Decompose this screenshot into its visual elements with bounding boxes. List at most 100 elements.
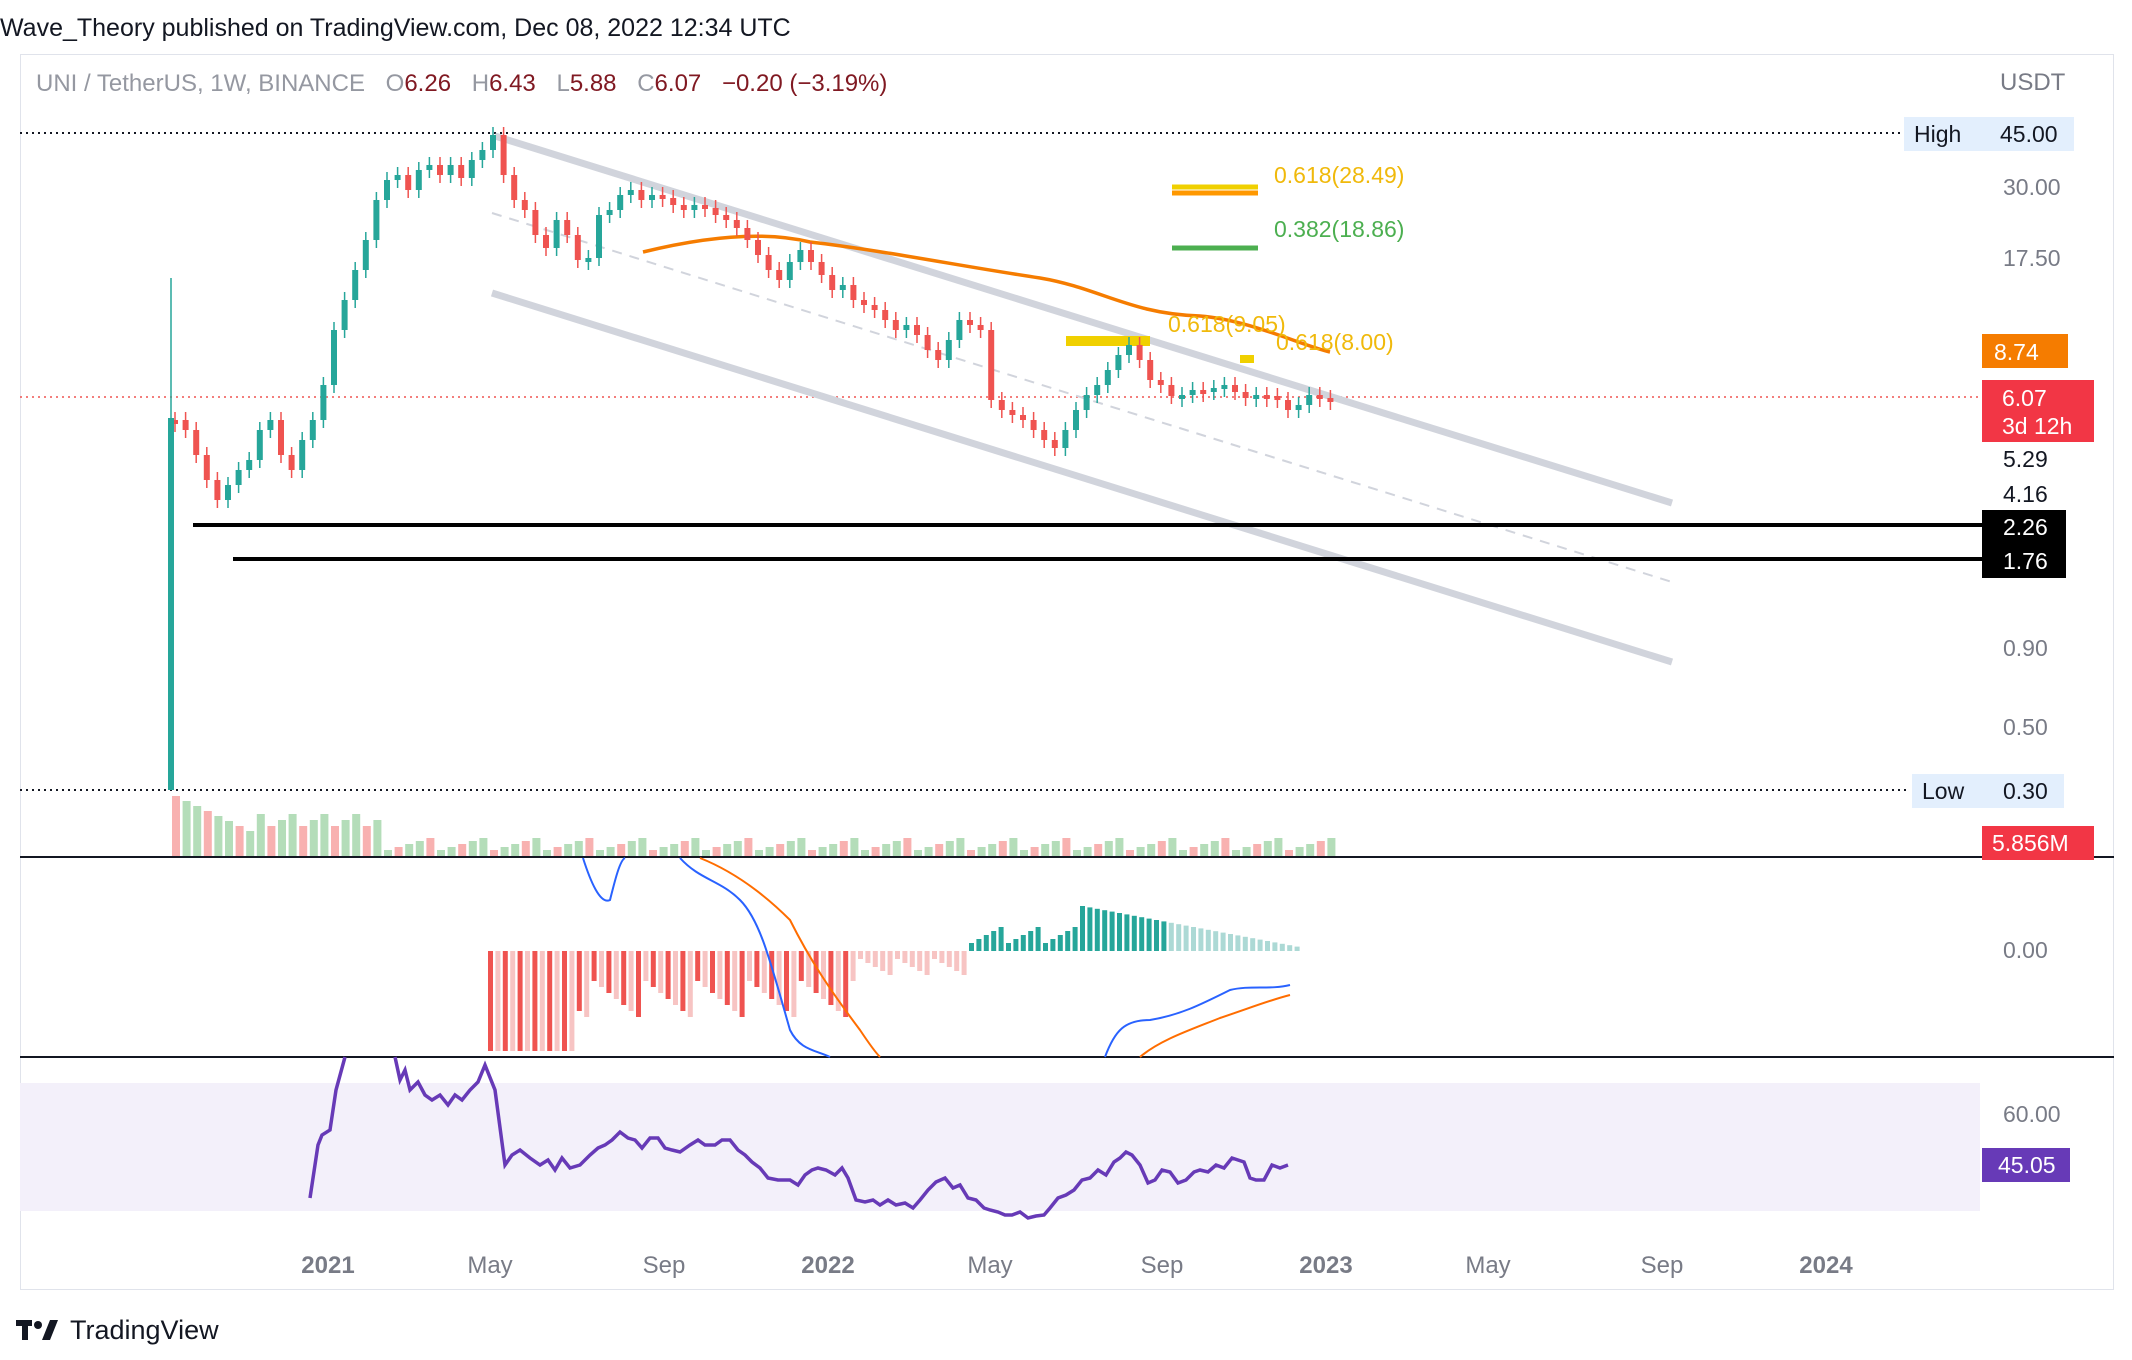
macd-bar xyxy=(754,951,760,987)
volume-bar xyxy=(479,838,488,856)
macd-bar xyxy=(628,951,634,1011)
footer-brand[interactable]: TradingView xyxy=(70,1314,219,1345)
macd-bar xyxy=(1279,943,1285,951)
candle-body xyxy=(490,135,496,150)
volume-value: 5.856M xyxy=(1992,830,2069,856)
channel-upper[interactable] xyxy=(493,132,1674,507)
macd-bar xyxy=(828,951,834,1005)
macd-bar xyxy=(1102,910,1108,951)
volume-bar xyxy=(776,844,785,856)
candle-body xyxy=(680,205,687,210)
tradingview-logo-icon[interactable] xyxy=(16,1316,60,1344)
macd-bar xyxy=(895,951,900,959)
candle-body xyxy=(1030,420,1037,430)
time-tick: 2022 xyxy=(801,1252,854,1279)
candle-body xyxy=(564,220,571,235)
time-tick: 2021 xyxy=(301,1252,354,1279)
candle-body xyxy=(712,208,719,215)
candle-body xyxy=(1094,385,1101,395)
volume-bar xyxy=(394,847,403,856)
volume-bar xyxy=(967,850,975,856)
volume-bar xyxy=(543,850,551,856)
volume-bar xyxy=(1147,844,1156,856)
macd-bar xyxy=(650,951,656,987)
high-key: H xyxy=(471,70,490,97)
low-value: 0.30 xyxy=(2003,778,2048,804)
volume-bar xyxy=(988,844,997,856)
volume-bar xyxy=(256,814,265,856)
high-value-bg xyxy=(1992,117,2074,151)
candle-body xyxy=(871,305,878,310)
fib-mid-marker xyxy=(1066,336,1150,346)
symbol-name[interactable]: UNI / TetherUS, 1W, BINANCE xyxy=(36,70,365,97)
macd-line xyxy=(582,857,1291,1058)
volume-bar xyxy=(214,816,223,856)
volume-bar xyxy=(977,847,986,856)
macd-bar xyxy=(1146,918,1152,951)
volume-bar xyxy=(882,844,891,856)
macd-bar xyxy=(1124,914,1130,951)
candle-body xyxy=(1221,385,1228,389)
volume-bar xyxy=(458,844,467,856)
macd-bar xyxy=(917,951,923,971)
candle-body xyxy=(235,470,242,485)
volume-bar xyxy=(1126,850,1134,856)
price-value: 6.07 xyxy=(2002,385,2047,411)
volume-bar xyxy=(490,850,498,856)
volume-bar xyxy=(384,850,392,856)
candle-body xyxy=(574,235,581,260)
volume-bar xyxy=(670,844,679,856)
volume-bar xyxy=(437,850,445,856)
macd-bar xyxy=(739,951,745,1017)
volume-bar xyxy=(818,847,827,856)
macd-bar xyxy=(821,951,826,999)
candle-body xyxy=(1062,430,1069,448)
candle-body xyxy=(1179,395,1185,399)
macd-bar xyxy=(1013,939,1019,951)
candle-body xyxy=(977,325,984,330)
candle-body xyxy=(755,240,761,255)
rsi-line xyxy=(308,1056,1289,1220)
volume-bar xyxy=(755,850,763,856)
macd-bar xyxy=(1250,938,1256,951)
macd-bar xyxy=(776,951,782,1005)
candle-body xyxy=(1295,405,1302,410)
macd-bar xyxy=(1043,943,1048,951)
fib-top-label: 0.618(28.49) xyxy=(1274,162,1404,188)
macd-bar xyxy=(872,951,878,967)
time-axis[interactable]: 2021 May Sep 2022 May Sep 2023 May Sep 2024 xyxy=(301,1252,1853,1279)
volume-bar xyxy=(405,844,414,856)
volume-bar xyxy=(945,841,954,856)
volume-bar xyxy=(1041,844,1050,856)
volume-bar xyxy=(1232,850,1240,856)
volume-bar xyxy=(924,847,933,856)
volume-bar xyxy=(352,814,361,856)
channel-lower[interactable] xyxy=(490,289,1674,666)
time-tick: 2024 xyxy=(1799,1252,1853,1279)
candle-body xyxy=(1104,370,1111,385)
ema-value-bg xyxy=(1982,334,2068,368)
volume-bar xyxy=(1200,844,1209,856)
high-tag-label: High xyxy=(1914,121,1961,147)
candle-body xyxy=(956,320,963,340)
macd-bar xyxy=(998,927,1004,951)
price-tick: 0.50 xyxy=(2003,714,2048,740)
volume-bar xyxy=(511,844,520,856)
candle-body xyxy=(256,430,263,460)
price-chart[interactable]: 0.618(28.49) 0.382(18.86) 0.618(9.05) 0.… xyxy=(0,0,2132,1300)
candle-body xyxy=(1136,345,1143,360)
macd-bar xyxy=(850,951,856,981)
candle-body xyxy=(882,310,889,320)
candle-body xyxy=(203,455,210,480)
rsi-tick-60: 60.00 xyxy=(2003,1101,2061,1127)
candles[interactable] xyxy=(168,127,1334,790)
volume-bar xyxy=(1306,844,1315,856)
volume-bar xyxy=(1221,838,1230,856)
macd-bar xyxy=(724,951,730,1005)
time-tick: 2023 xyxy=(1299,1252,1352,1279)
volume-bar xyxy=(574,841,583,856)
time-tick: May xyxy=(1465,1252,1510,1279)
candle-body xyxy=(447,165,454,175)
volume-bar xyxy=(1083,847,1092,856)
volume-bar xyxy=(1104,841,1113,856)
